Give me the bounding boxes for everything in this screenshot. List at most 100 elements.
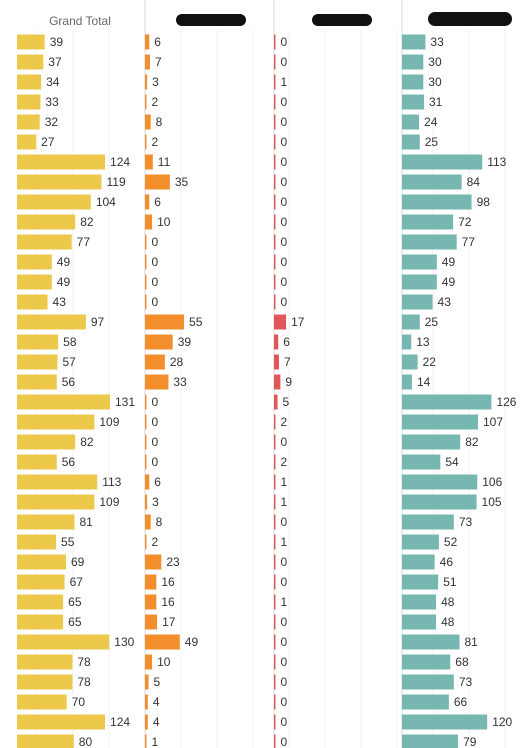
bar (402, 154, 483, 170)
data-label: 113 (102, 475, 121, 489)
bar (145, 114, 151, 130)
data-label: 81 (465, 635, 479, 649)
bar (17, 134, 37, 150)
bar (402, 734, 459, 748)
bar (274, 654, 276, 670)
bar (17, 374, 57, 390)
data-label: 84 (467, 175, 481, 189)
bar (145, 154, 153, 170)
bar (17, 574, 65, 590)
bar (145, 354, 165, 370)
bar (145, 714, 148, 730)
bar (274, 314, 287, 330)
bar (145, 614, 158, 630)
redacted-header-4 (428, 12, 512, 26)
bar (402, 94, 425, 110)
data-label: 52 (444, 535, 458, 549)
data-label: 0 (281, 555, 288, 569)
data-label: 124 (110, 715, 130, 729)
data-label: 0 (281, 195, 288, 209)
bar (17, 554, 66, 570)
bar (274, 134, 276, 150)
bar (402, 294, 433, 310)
bar (145, 574, 157, 590)
bar (145, 594, 157, 610)
bar (274, 194, 276, 210)
data-label: 70 (72, 695, 86, 709)
bar (274, 674, 276, 690)
bar (17, 214, 76, 230)
bar (274, 474, 276, 490)
bar (402, 174, 462, 190)
data-label: 55 (61, 535, 75, 549)
data-label: 56 (62, 455, 76, 469)
data-label: 51 (443, 575, 457, 589)
data-label: 78 (77, 675, 91, 689)
bar (274, 454, 276, 470)
bar (17, 514, 75, 530)
data-label: 67 (70, 575, 84, 589)
bar (17, 174, 102, 190)
bar (17, 94, 41, 110)
bar (145, 514, 151, 530)
data-label: 77 (462, 235, 476, 249)
bar (402, 354, 418, 370)
bar (402, 434, 461, 450)
bar (274, 34, 276, 50)
bar (145, 694, 148, 710)
bar (145, 234, 147, 250)
bar (145, 434, 147, 450)
data-label: 49 (57, 275, 71, 289)
bar (402, 634, 460, 650)
bar (17, 114, 40, 130)
data-label: 34 (46, 75, 60, 89)
data-label: 0 (152, 395, 159, 409)
data-label: 43 (438, 295, 452, 309)
data-label: 65 (68, 615, 82, 629)
bar (402, 74, 424, 90)
bar (402, 714, 488, 730)
data-label: 126 (496, 395, 516, 409)
bar (17, 714, 106, 730)
data-label: 55 (189, 315, 203, 329)
data-label: 31 (429, 95, 443, 109)
data-label: 80 (79, 735, 93, 748)
data-label: 72 (458, 215, 472, 229)
bar (274, 54, 276, 70)
bar (402, 454, 441, 470)
data-label: 7 (284, 355, 291, 369)
data-label: 0 (281, 215, 288, 229)
bars-group (17, 34, 492, 748)
data-label: 39 (178, 335, 192, 349)
data-label: 58 (63, 335, 77, 349)
data-label: 1 (281, 595, 288, 609)
data-label: 0 (152, 255, 159, 269)
bar (274, 94, 276, 110)
bar (17, 34, 45, 50)
data-label: 0 (281, 95, 288, 109)
data-label: 33 (430, 35, 444, 49)
bar (145, 34, 150, 50)
data-label: 3 (152, 75, 159, 89)
bar (402, 654, 451, 670)
data-label: 22 (423, 355, 437, 369)
data-label: 56 (62, 375, 76, 389)
bar (145, 314, 185, 330)
bar (274, 554, 276, 570)
bar (17, 674, 73, 690)
bar (17, 54, 44, 70)
bar (402, 274, 437, 290)
data-label: 13 (416, 335, 430, 349)
data-label: 49 (442, 275, 456, 289)
data-label: 0 (281, 695, 288, 709)
bar (17, 314, 86, 330)
data-label: 11 (158, 155, 171, 169)
data-label: 69 (71, 555, 85, 569)
bar (402, 394, 492, 410)
data-label: 28 (170, 355, 184, 369)
bar (402, 494, 477, 510)
data-label: 5 (154, 675, 161, 689)
data-label: 73 (459, 515, 473, 529)
data-label: 6 (283, 335, 290, 349)
